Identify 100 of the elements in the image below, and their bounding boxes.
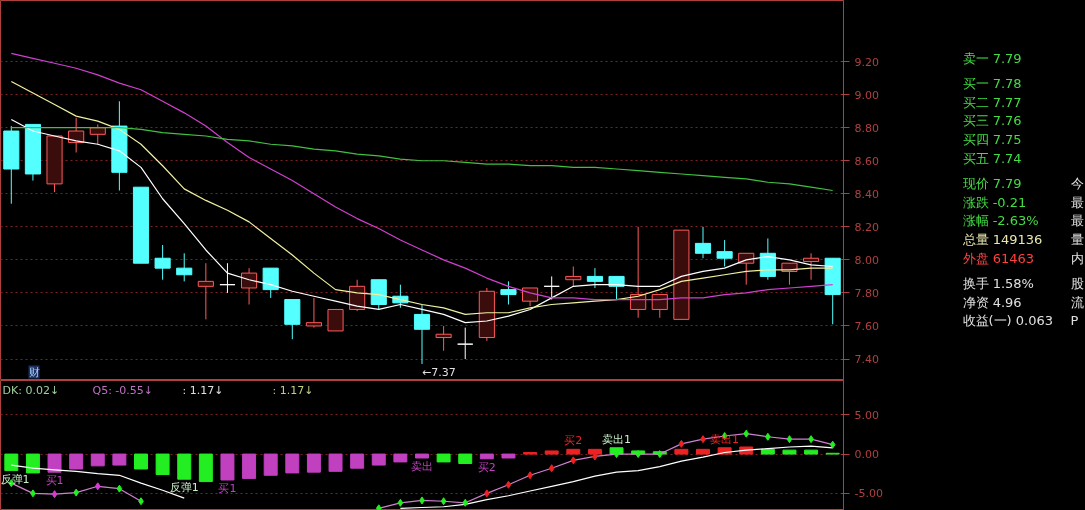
y-tick-label: 8.00 bbox=[854, 253, 879, 267]
candlestick bbox=[586, 267, 603, 289]
text: P bbox=[1070, 313, 1079, 329]
annotation: DK: 0.02↓ bbox=[2, 383, 60, 397]
category-label: 买三 7.76 bbox=[962, 113, 1022, 129]
candlestick bbox=[305, 297, 322, 329]
y-tick-label: 8.40 bbox=[854, 187, 879, 201]
bar bbox=[177, 453, 192, 480]
category-label: 买五 7.74 bbox=[962, 151, 1022, 166]
point bbox=[786, 435, 793, 444]
bar bbox=[90, 453, 105, 467]
annotation: : 1.17↓ bbox=[272, 383, 314, 397]
category-label: 买一 7.78 bbox=[962, 75, 1022, 91]
data-label: 卖出1 bbox=[710, 432, 740, 446]
candlestick bbox=[176, 252, 193, 282]
text: 今 bbox=[1070, 175, 1084, 191]
category-label: 涨跌 -0.21 bbox=[962, 194, 1027, 210]
candlestick bbox=[154, 244, 171, 281]
bar bbox=[760, 448, 775, 455]
y-tick-label: 8.80 bbox=[854, 121, 879, 135]
category-label: 收益(一) 0.063 bbox=[962, 313, 1053, 329]
annotation: 财 bbox=[28, 365, 40, 379]
bar bbox=[69, 453, 84, 470]
bar bbox=[285, 453, 300, 474]
bar bbox=[371, 453, 386, 466]
point bbox=[743, 429, 750, 438]
annotation: Q5: -0.55↓ bbox=[92, 383, 154, 397]
bar bbox=[350, 453, 365, 469]
category-label: 外盘 61463 bbox=[962, 251, 1034, 266]
data-label: 买2 bbox=[477, 460, 496, 474]
candlestick bbox=[89, 123, 106, 145]
bar bbox=[155, 453, 170, 475]
candlestick bbox=[781, 262, 798, 286]
bar bbox=[220, 453, 235, 481]
text: 内 bbox=[1070, 251, 1084, 266]
category-label: 买二 7.77 bbox=[962, 94, 1022, 110]
data-label: 反弹1 bbox=[0, 472, 30, 486]
y-tick-label: 7.40 bbox=[854, 353, 879, 367]
line-series bbox=[10, 127, 834, 192]
point bbox=[570, 456, 577, 465]
y-tick-label: 7.60 bbox=[854, 319, 879, 333]
text: 量 bbox=[1070, 232, 1084, 248]
point bbox=[375, 504, 382, 510]
point bbox=[397, 498, 404, 507]
candlestick bbox=[68, 117, 85, 153]
point bbox=[505, 480, 512, 489]
bar bbox=[544, 450, 559, 455]
y-tick-label: 8.60 bbox=[854, 154, 879, 168]
annotation: : 1.17↓ bbox=[182, 383, 224, 397]
bar bbox=[306, 453, 321, 473]
data-label: 卖出 bbox=[411, 460, 433, 473]
category-label: 卖一 7.79 bbox=[962, 51, 1022, 66]
candlestick bbox=[457, 327, 474, 360]
data-label: 卖出1 bbox=[602, 432, 632, 446]
candlestick bbox=[413, 304, 431, 365]
y-tick-label: 9.20 bbox=[854, 55, 879, 69]
annotation: ←7.37 bbox=[422, 365, 456, 379]
y-tick-label: 5.00 bbox=[854, 408, 879, 422]
y-tick-label: 0.00 bbox=[854, 448, 879, 462]
point bbox=[678, 439, 685, 448]
bar bbox=[47, 453, 62, 473]
bar bbox=[479, 453, 494, 460]
point bbox=[656, 450, 663, 459]
bar bbox=[393, 453, 408, 463]
candlestick bbox=[197, 262, 214, 320]
point bbox=[829, 440, 836, 449]
bar bbox=[198, 453, 213, 483]
text: 流 bbox=[1070, 294, 1084, 310]
data-label: 买1 bbox=[45, 474, 64, 488]
candlestick bbox=[327, 308, 344, 332]
bar bbox=[4, 453, 19, 472]
point bbox=[462, 498, 469, 507]
point bbox=[94, 482, 101, 491]
data-label: 买2 bbox=[564, 434, 583, 448]
category-label: 换手 1.58% bbox=[962, 275, 1034, 291]
text: 股 bbox=[1070, 275, 1084, 291]
bar bbox=[696, 448, 710, 455]
candlestick bbox=[219, 262, 236, 294]
point bbox=[116, 484, 123, 493]
candlestick bbox=[262, 267, 279, 299]
y-tick-label: 9.00 bbox=[854, 88, 879, 102]
y-tick-label: -5.00 bbox=[854, 487, 883, 501]
text: 最 bbox=[1070, 194, 1084, 210]
bar bbox=[112, 453, 127, 466]
candlestick bbox=[803, 252, 820, 281]
category-label: 现价 7.79 bbox=[962, 175, 1022, 191]
bar bbox=[134, 453, 148, 470]
point bbox=[440, 497, 447, 506]
candlestick bbox=[565, 266, 582, 287]
point bbox=[51, 490, 58, 499]
candlestick bbox=[543, 275, 560, 301]
bar bbox=[782, 449, 797, 455]
bar bbox=[242, 453, 257, 479]
category-label: 总量 149136 bbox=[962, 232, 1043, 248]
bar bbox=[436, 453, 451, 463]
bar bbox=[458, 453, 473, 464]
point bbox=[548, 464, 555, 473]
candlestick bbox=[241, 267, 258, 305]
category-label: 净资 4.96 bbox=[962, 294, 1022, 310]
data-label: 反弹1 bbox=[169, 481, 199, 495]
